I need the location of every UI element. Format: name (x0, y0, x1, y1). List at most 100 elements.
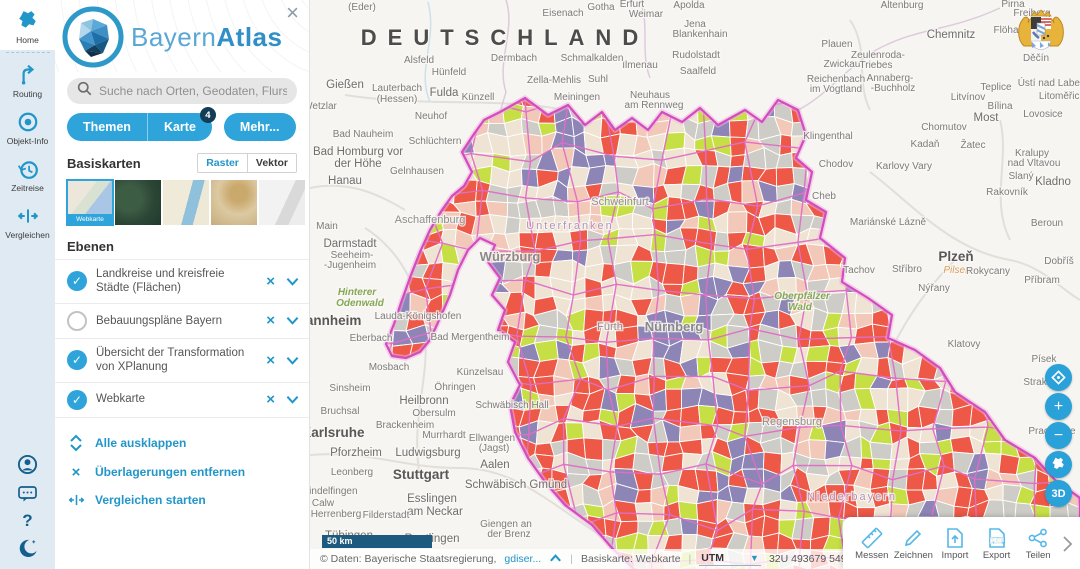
rail-item-vergleichen[interactable]: Vergleichen (0, 198, 55, 245)
share-icon (1028, 528, 1048, 548)
layer-expand-chevron-icon[interactable] (286, 395, 299, 404)
raster-option[interactable]: Raster (197, 153, 247, 173)
map-label: Nýřany (918, 283, 950, 294)
tab-karte[interactable]: Karte 4 (146, 107, 216, 141)
map-label: Meiningen (554, 92, 600, 103)
map-label: Tachov (843, 265, 875, 276)
layer-label[interactable]: Bebauungspläne Bayern (96, 314, 222, 327)
left-rail: Home Routing Objekt-Info Zeitreise Verg (0, 0, 55, 569)
layer-row: ✓ Landkreise und kreisfreie Städte (Fläch… (55, 259, 309, 304)
action-expand-all[interactable]: Alle ausklappen (55, 428, 309, 458)
night-mode-moon-icon[interactable] (17, 538, 38, 559)
zoom-to-bavaria-button[interactable] (1045, 451, 1072, 478)
pdf-export-icon: PDF (988, 528, 1005, 548)
time-travel-clock-icon (17, 158, 39, 180)
basemap-selected-label: Webkarte (67, 214, 113, 225)
basemaps-heading: Basiskarten (67, 155, 141, 171)
layer-row: Bebauungspläne Bayern × (55, 304, 309, 339)
map-label: Plzeň (938, 249, 973, 264)
expand-collapse-icon (67, 434, 85, 452)
layer-remove-icon[interactable]: × (266, 391, 275, 408)
rail-item-zeitreise[interactable]: Zeitreise (0, 151, 55, 198)
map-label: Písek (1031, 354, 1057, 365)
tools-more-chevron-icon[interactable] (1059, 534, 1076, 554)
layer-label[interactable]: Landkreise und kreisfreie Städte (Fläche… (96, 268, 225, 295)
map-label: Reichenbach (807, 74, 865, 85)
account-icon[interactable] (17, 454, 38, 475)
map-label: Litoměřice (1039, 91, 1080, 102)
map-label: Neuhaus (630, 90, 670, 101)
layer-checkbox[interactable] (67, 310, 87, 331)
geolocate-button[interactable] (1045, 364, 1072, 391)
tool-zeichnen[interactable]: Zeichnen (893, 527, 935, 561)
map-canvas[interactable]: DEUTSCHLAND (Eder) Eisenach Gotha Erfurt Weim… (310, 0, 1080, 569)
tool-messen[interactable]: Messen (851, 527, 893, 561)
layer-remove-icon[interactable]: × (266, 272, 275, 290)
map-label: der Höhe (334, 158, 381, 170)
basemap-thumb-grau[interactable] (259, 180, 305, 225)
feedback-chat-icon[interactable] (17, 484, 38, 503)
map-svg: DEUTSCHLAND (Eder) Eisenach Gotha ErfurtWeim… (310, 0, 1080, 569)
basemap-carousel: Webkarte (66, 179, 309, 226)
remove-x-icon: × (71, 463, 81, 481)
map-label: Bad Nauheim (333, 129, 394, 140)
tabs-pill: Themen Karte 4 (67, 107, 216, 141)
basemap-thumb-luftbild[interactable] (115, 180, 161, 225)
map-label: Pforzheim (330, 447, 382, 459)
close-icon[interactable]: × (286, 0, 299, 25)
basemap-thumb-webkarte[interactable]: Webkarte (66, 179, 114, 226)
layer-expand-chevron-icon[interactable] (286, 316, 299, 326)
action-remove-overlays[interactable]: × Überlagerungen entfernen (55, 458, 309, 487)
layer-label[interactable]: Webkarte (96, 393, 146, 406)
layer-expand-chevron-icon[interactable] (286, 277, 299, 286)
rail-item-home[interactable]: Home (0, 0, 55, 50)
tab-themen[interactable]: Themen (83, 120, 131, 134)
vektor-option[interactable]: Vektor (246, 153, 297, 173)
map-label: Gießen (326, 79, 364, 91)
tool-export[interactable]: PDF Export (976, 527, 1018, 561)
basemap-thumb-historisch[interactable] (211, 180, 257, 225)
app-title-bold: Atlas (216, 22, 283, 52)
map-label: Schmalkalden (561, 53, 624, 64)
layer-checkbox[interactable]: ✓ (67, 389, 87, 410)
map-label: Niederbayern (807, 491, 897, 503)
object-info-icon (17, 111, 39, 133)
layer-row: ✓ Übersicht der Transformation von XPlanu… (55, 339, 309, 383)
help-icon[interactable]: ? (22, 511, 33, 530)
map-label: Kadaň (911, 139, 940, 150)
map-label: am Rennweg (625, 100, 684, 111)
layer-label[interactable]: Übersicht der Transformation von XPlanun… (96, 346, 245, 374)
rail-item-objekt-info[interactable]: Objekt-Info (0, 104, 55, 151)
layer-checkbox[interactable]: ✓ (67, 350, 87, 371)
zoom-out-button[interactable]: − (1045, 422, 1072, 449)
map-label: DEUTSCHLAND (361, 25, 649, 50)
map-label: Bad Mergentheim (431, 332, 510, 343)
layer-remove-icon[interactable]: × (266, 351, 275, 369)
3d-button[interactable]: 3D (1045, 480, 1072, 507)
tab-mehr[interactable]: Mehr... (223, 113, 296, 141)
copyright-link[interactable]: gdiser... (504, 553, 542, 565)
layer-expand-chevron-icon[interactable] (286, 356, 299, 365)
map-labels: DEUTSCHLAND (Eder) Eisenach Gotha ErfurtWeim… (310, 0, 1080, 546)
map-label: Jena (684, 19, 706, 30)
pencil-icon (905, 529, 922, 547)
map-label: -Jugenheim (324, 260, 376, 271)
tool-import[interactable]: Import (934, 527, 976, 561)
map-label: Oberpfälzer (774, 291, 831, 302)
tool-teilen[interactable]: Teilen (1017, 527, 1059, 561)
zoom-in-button[interactable]: + (1045, 393, 1072, 420)
compare-arrows-icon (17, 205, 39, 227)
layer-checkbox[interactable]: ✓ (67, 271, 87, 292)
rail-item-routing[interactable]: Routing (0, 57, 55, 104)
map-label: Seeheim- (331, 250, 374, 261)
crs-select[interactable]: UTM ▼ (699, 552, 761, 566)
map-label: Karlovy Vary (876, 161, 932, 172)
basemap-thumb-topo[interactable] (163, 180, 209, 225)
tools-panel: Messen Zeichnen Import PDF Export Teilen (843, 517, 1080, 569)
action-start-compare[interactable]: Vergleichen starten (55, 487, 309, 513)
search-input[interactable] (99, 84, 287, 98)
attribution-expand-icon[interactable] (549, 553, 562, 566)
layer-remove-icon[interactable]: × (266, 312, 275, 330)
map-label: Zwickau (824, 59, 861, 70)
map-label: Kladno (1035, 176, 1071, 188)
